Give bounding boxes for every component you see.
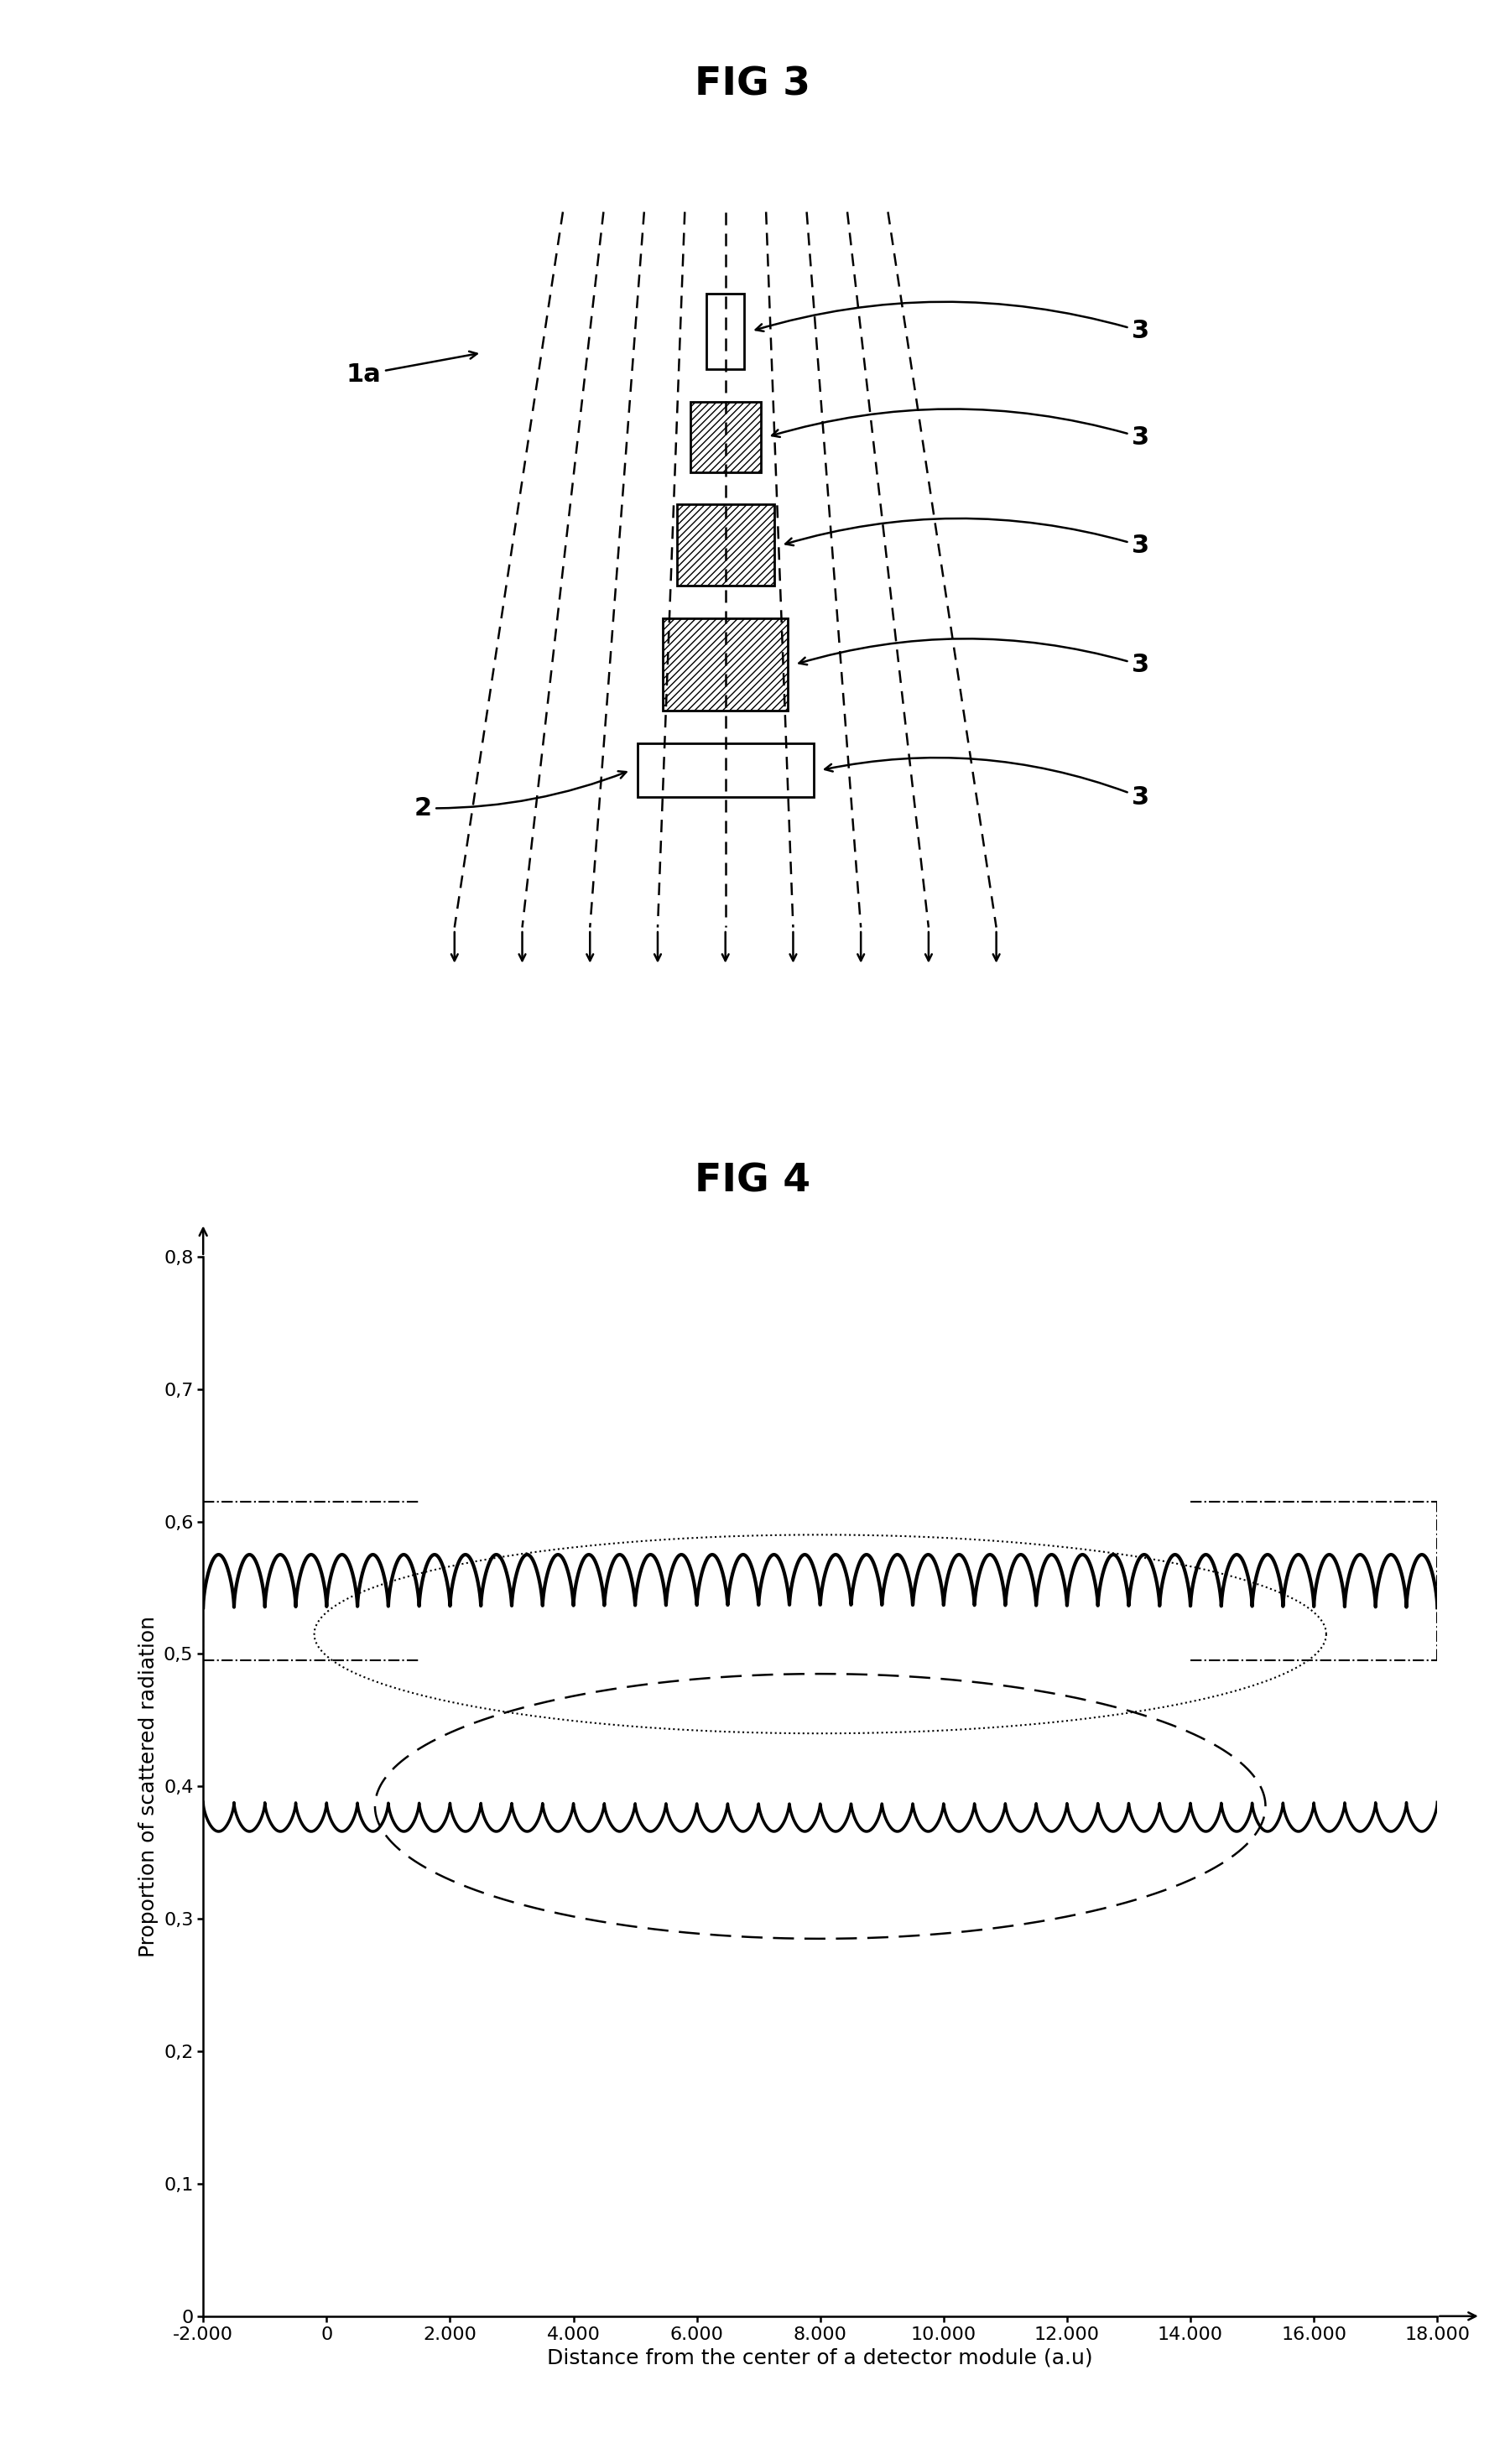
Bar bbox=[691, 402, 760, 473]
Text: 3: 3 bbox=[799, 638, 1150, 678]
Bar bbox=[664, 618, 787, 710]
Bar bbox=[677, 505, 774, 586]
Text: 1a: 1a bbox=[346, 352, 477, 387]
Y-axis label: Proportion of scattered radiation: Proportion of scattered radiation bbox=[138, 1616, 160, 1956]
Text: 3: 3 bbox=[772, 409, 1150, 448]
X-axis label: Distance from the center of a detector module (a.u): Distance from the center of a detector m… bbox=[548, 2348, 1093, 2368]
Text: 3: 3 bbox=[825, 756, 1150, 811]
Text: FIG 3: FIG 3 bbox=[695, 67, 810, 103]
Bar bbox=[638, 744, 813, 798]
Text: 2: 2 bbox=[414, 771, 626, 821]
Text: 3: 3 bbox=[756, 301, 1150, 342]
Text: FIG 4: FIG 4 bbox=[695, 1163, 810, 1200]
Text: 3: 3 bbox=[786, 517, 1150, 557]
Bar bbox=[706, 293, 745, 370]
